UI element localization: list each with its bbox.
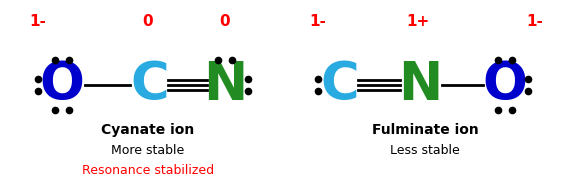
Text: Fulminate ion: Fulminate ion <box>372 123 478 137</box>
Text: 0: 0 <box>143 14 153 29</box>
Text: O: O <box>40 59 84 111</box>
Text: 0: 0 <box>220 14 230 29</box>
Text: O: O <box>483 59 528 111</box>
Text: C: C <box>320 59 359 111</box>
Text: N: N <box>398 59 442 111</box>
Text: N: N <box>203 59 247 111</box>
Text: 1-: 1- <box>526 14 543 29</box>
Text: Less stable: Less stable <box>390 143 460 157</box>
Text: More stable: More stable <box>112 143 185 157</box>
Text: C: C <box>131 59 169 111</box>
Text: 1-: 1- <box>310 14 327 29</box>
Text: 1-: 1- <box>29 14 46 29</box>
Text: 1+: 1+ <box>406 14 430 29</box>
Text: Resonance stabilized: Resonance stabilized <box>82 164 214 177</box>
Text: Cyanate ion: Cyanate ion <box>101 123 195 137</box>
